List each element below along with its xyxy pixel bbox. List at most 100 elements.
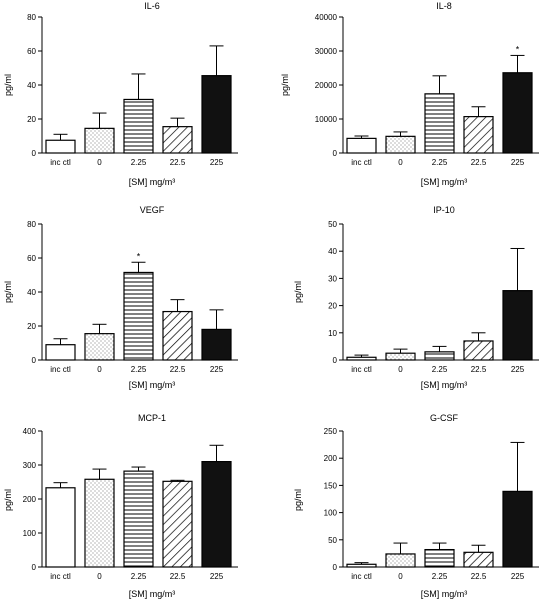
x-tick-label: 225 [511,158,525,167]
bar-series [45,45,232,154]
x-tick-label: 2.25 [432,158,448,167]
y-ticks: 0 100 200 300 400 [23,427,42,572]
x-axis-title: [SM] mg/m³ [421,380,468,390]
x-tick-label: 0 [398,158,403,167]
bar [162,310,193,361]
y-tick-label: 50 [328,536,337,545]
y-tick-label: 100 [324,509,338,518]
x-tick-label: 22.5 [170,572,186,581]
x-tick-label: 2.25 [131,365,147,374]
y-tick-label: 200 [23,495,37,504]
y-tick-label: 0 [32,356,37,365]
bar [162,126,193,154]
bar [84,478,115,568]
y-tick-label: 80 [27,13,36,22]
bar [201,75,232,154]
x-tick-label: 2.25 [432,365,448,374]
x-axis-title: [SM] mg/m³ [129,589,176,599]
chart-title: IP-10 [433,205,455,215]
x-tick-label: 225 [210,158,224,167]
x-tick-label: 0 [97,158,102,167]
y-tick-label: 60 [27,47,36,56]
y-tick-label: 10 [328,329,337,338]
bar [463,551,494,568]
chart-panel-ip-10: IP-10 pg/ml 0 10 20 30 40 50 inc ctl 0 2.25 22.5… [293,205,539,390]
bar [424,351,455,361]
chart-title: G-CSF [430,413,459,423]
x-tick-labels: inc ctl 0 2.25 22.5 225 [351,365,524,374]
x-tick-label: inc ctl [351,158,372,167]
y-tick-label: 20 [27,115,36,124]
x-tick-label: 22.5 [170,158,186,167]
x-tick-label: 225 [511,572,525,581]
bar [162,480,193,568]
chart-title: IL-6 [144,1,160,11]
x-tick-label: 225 [210,365,224,374]
x-tick-label: inc ctl [351,365,372,374]
bar [463,340,494,361]
bar [123,271,154,361]
chart-panel-mcp-1: MCP-1 pg/ml 0 100 200 300 400 inc ctl 0 2.25 22… [3,413,238,599]
x-axis-title: [SM] mg/m³ [129,177,176,187]
x-axis-title: [SM] mg/m³ [129,380,176,390]
x-tick-label: 0 [398,572,403,581]
chart-panel-il-6: IL-6 pg/ml 0 20 40 60 80 inc ctl 0 2.25 22.5 225… [3,1,238,187]
chart-panel-il-8: IL-8 pg/ml 0 10000 20000 30000 40000 * inc c… [280,1,539,187]
bar-series: * [45,251,232,361]
x-tick-label: 2.25 [131,158,147,167]
y-axis-label: pg/ml [3,281,13,303]
y-tick-label: 0 [333,563,338,572]
x-tick-label: 0 [97,572,102,581]
y-tick-label: 0 [32,563,37,572]
bar [385,135,416,154]
y-tick-label: 150 [324,481,338,490]
bar [424,548,455,568]
y-tick-label: 30 [328,274,337,283]
x-tick-labels: inc ctl 0 2.25 22.5 225 [351,158,524,167]
bar-series [45,444,232,568]
y-tick-label: 250 [324,427,338,436]
y-ticks: 0 20 40 60 80 [27,220,42,365]
bar-series: * [346,44,533,154]
y-tick-label: 0 [333,149,338,158]
x-tick-labels: inc ctl 0 2.25 22.5 225 [50,572,223,581]
chart-panel-vegf: VEGF pg/ml 0 20 40 60 80 * inc ctl 0 2.25 22.5 2… [3,205,238,390]
x-tick-label: inc ctl [50,572,71,581]
x-tick-label: inc ctl [50,158,71,167]
bar [385,352,416,361]
y-tick-label: 20000 [315,81,338,90]
significance-marker: * [137,251,141,261]
x-tick-label: 22.5 [471,365,487,374]
y-axis-label: pg/ml [280,74,290,96]
y-tick-label: 0 [333,356,338,365]
x-tick-labels: inc ctl 0 2.25 22.5 225 [50,365,223,374]
x-tick-label: inc ctl [351,572,372,581]
y-axis-label: pg/ml [3,74,13,96]
y-ticks: 0 20 40 60 80 [27,13,42,158]
y-axis-label: pg/ml [293,489,303,511]
x-tick-label: 22.5 [471,158,487,167]
bar [346,137,377,154]
chart-panel-g-csf: G-CSF pg/ml 0 50 100 150 200 250 inc ctl 0 2.25… [293,413,539,599]
bar-series [346,441,533,568]
y-axis-label: pg/ml [293,281,303,303]
chart-title: MCP-1 [138,413,166,423]
y-tick-label: 20 [27,322,36,331]
y-tick-label: 10000 [315,115,338,124]
y-tick-label: 40 [328,247,337,256]
bar [45,487,76,568]
y-tick-label: 40 [27,81,36,90]
chart-title: IL-8 [436,1,452,11]
bar [502,72,533,154]
bar [385,553,416,568]
y-ticks: 0 10 20 30 40 50 [328,220,343,365]
bar [84,127,115,154]
x-tick-label: 0 [97,365,102,374]
bar [201,461,232,568]
x-tick-label: 225 [511,365,525,374]
x-tick-label: 2.25 [131,572,147,581]
bar [123,98,154,154]
y-tick-label: 200 [324,454,338,463]
x-tick-label: 22.5 [471,572,487,581]
x-tick-label: inc ctl [50,365,71,374]
